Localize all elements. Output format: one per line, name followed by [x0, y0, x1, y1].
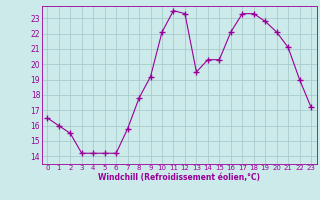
X-axis label: Windchill (Refroidissement éolien,°C): Windchill (Refroidissement éolien,°C) — [98, 173, 260, 182]
